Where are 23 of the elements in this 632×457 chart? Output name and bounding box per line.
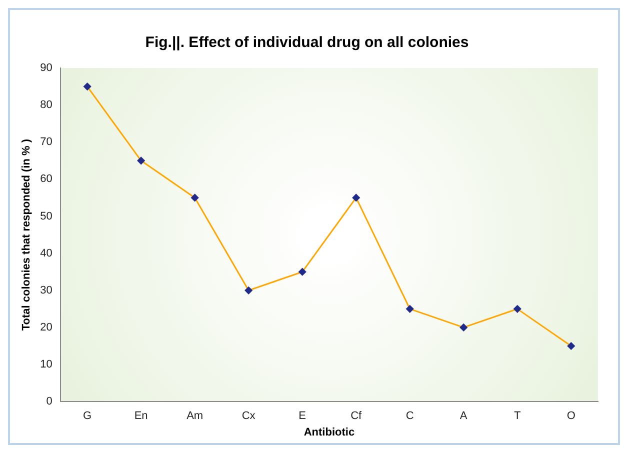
y-tick-label: 90 (40, 62, 52, 74)
x-tick-label: T (514, 410, 521, 422)
x-tick-label: Am (186, 410, 204, 422)
x-tick-label: En (134, 410, 148, 422)
x-tick-label: Cf (350, 410, 363, 422)
chart-title: Fig.||. Effect of individual drug on all colonies (145, 34, 469, 52)
x-tick-label: E (298, 410, 306, 422)
x-axis-title: Antibiotic (304, 426, 355, 438)
y-tick-label: 70 (40, 136, 52, 148)
y-tick-label: 10 (40, 358, 52, 371)
x-tick-label: Cx (242, 410, 256, 422)
x-tick-label: G (83, 410, 92, 422)
y-axis-title: Total colonies that responded (in % ) (20, 138, 33, 331)
y-tick-label: 20 (40, 322, 52, 334)
x-tick-label: A (460, 410, 468, 422)
x-tick-label: C (406, 410, 414, 422)
y-tick-label: 30 (40, 284, 52, 296)
y-tick-label: 80 (40, 99, 52, 112)
y-tick-label: 50 (40, 210, 52, 222)
x-tick-label: O (566, 410, 576, 422)
y-tick-label: 0 (46, 396, 52, 408)
y-tick-label: 60 (40, 173, 52, 186)
y-tick-label: 40 (40, 247, 52, 260)
